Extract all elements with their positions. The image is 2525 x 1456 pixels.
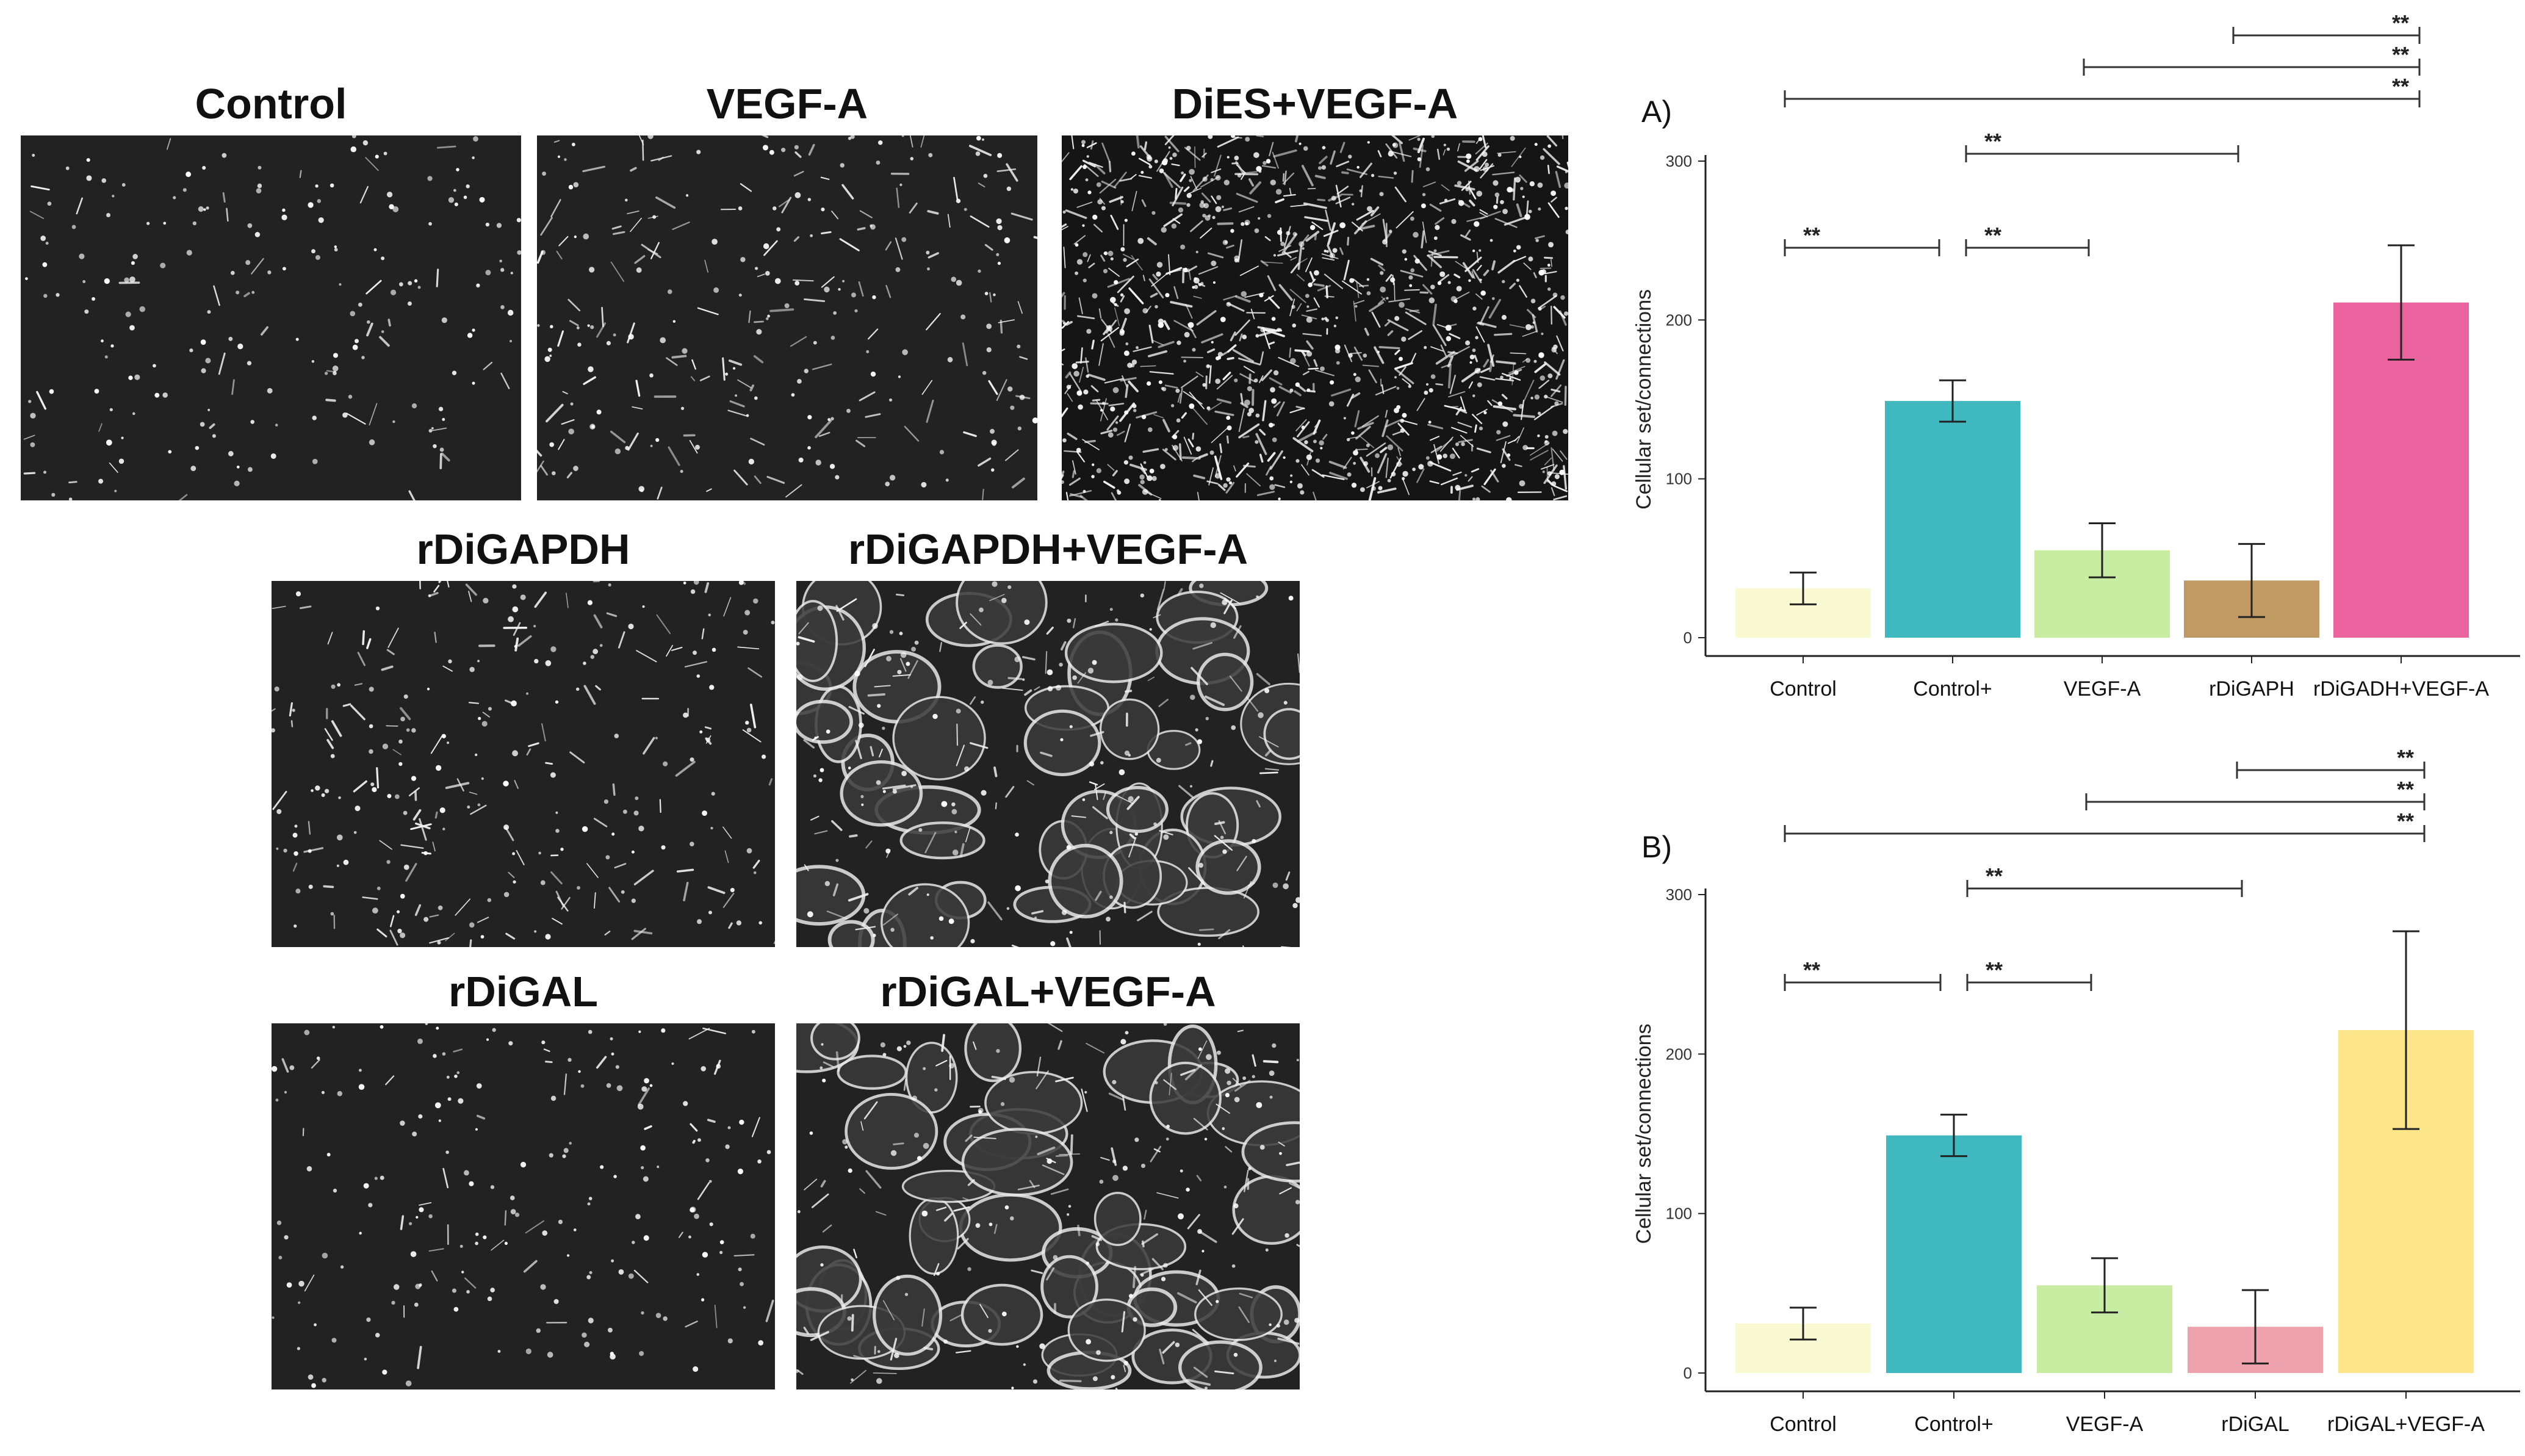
significance-label: ** [2392,74,2409,99]
micrograph-rdigal [272,1023,775,1389]
bar [1885,401,2020,638]
significance-label: ** [2397,809,2414,834]
micrograph-vegfa [537,135,1037,500]
error-bar [2388,244,2415,361]
significance-label: ** [2392,42,2409,67]
micrograph-control [21,135,521,500]
error-bar [2089,522,2116,578]
significance-label: ** [2392,10,2409,35]
category-label: rDiGADH+VEGF-A [2313,677,2489,701]
significance-label: ** [2397,745,2414,770]
bar [1886,1135,2022,1373]
y-axis-label: Cellular set/connections [1632,289,1655,510]
micrograph-rdigal-vegfa [796,1023,1300,1389]
significance-bracket [1784,974,1942,991]
y-axis-label: Cellular set/connections [1632,1024,1655,1244]
significance-label: ** [1984,129,2001,154]
significance-label: ** [2397,777,2414,802]
category-label: rDiGAPH [2209,677,2294,701]
panel-label: B) [1641,830,1672,864]
y-tick-label: 200 [1666,1045,1692,1063]
significance-bracket [1965,145,2239,162]
micrograph-title-rdigapdh-vegfa: rDiGAPDH+VEGF-A [848,525,1248,573]
y-tick-label: 100 [1666,470,1692,488]
network-texture [796,581,1300,947]
chart-a: A) 0 100 200 300 Cellular set/connections Cont… [1632,10,2520,701]
y-tick-label: 200 [1666,311,1692,329]
micrograph-title-rdigal-vegfa: rDiGAL+VEGF-A [880,968,1216,1015]
category-label: Control+ [1913,677,1992,701]
error-bar [2238,542,2265,618]
significance-bracket [1784,90,2421,107]
error-bar [1790,571,1817,605]
category-label: Control+ [1914,1413,1993,1436]
y-tick-label: 0 [1684,629,1692,647]
error-bar [1790,1306,1817,1341]
micrograph-title-vegfa: VEGF-A [706,80,868,128]
significance-bracket [1966,880,2243,897]
significance-bracket [2085,793,2426,810]
category-label: Control [1770,1413,1837,1436]
significance-label: ** [1984,223,2001,248]
significance-label: ** [1986,863,2003,888]
significance-bracket [1784,239,1940,256]
y-tick-label: 0 [1684,1364,1692,1382]
panel-label: A) [1641,95,1672,129]
error-bar [2091,1257,2118,1314]
chart-b: B) 0 100 200 300 Cellular set/connections Cont… [1632,745,2520,1436]
error-bar [2242,1289,2269,1364]
y-tick-label: 300 [1666,885,1692,904]
micrograph-rdigapdh-vegfa [796,581,1300,947]
significance-bracket [1965,239,2090,256]
significance-bracket [2236,762,2426,779]
micrograph-rdigapdh [272,581,775,947]
y-tick-label: 100 [1666,1205,1692,1223]
significance-bracket [1966,974,2092,991]
significance-label: ** [1986,957,2003,982]
significance-label: ** [1803,223,1820,248]
micrograph-title-rdigal: rDiGAL [448,968,598,1015]
y-tick-label: 300 [1666,152,1692,170]
micrograph-title-control: Control [195,80,347,128]
category-label: rDiGAL [2221,1413,2289,1436]
category-label: VEGF-A [2064,677,2141,701]
significance-label: ** [1803,957,1820,982]
significance-bracket [2083,59,2421,76]
significance-bracket [1784,825,2426,842]
micrograph-title-dies-vegfa: DiES+VEGF-A [1172,80,1458,128]
category-label: VEGF-A [2066,1413,2144,1436]
micrograph-dies-vegfa [1062,135,1568,500]
category-label: rDiGAL+VEGF-A [2327,1413,2485,1436]
error-bar [1940,1114,1967,1158]
significance-bracket [2232,27,2421,44]
error-bar [2393,930,2419,1130]
category-label: Control [1770,677,1837,701]
error-bar [1939,379,1966,423]
micrograph-title-rdigapdh: rDiGAPDH [416,525,630,573]
